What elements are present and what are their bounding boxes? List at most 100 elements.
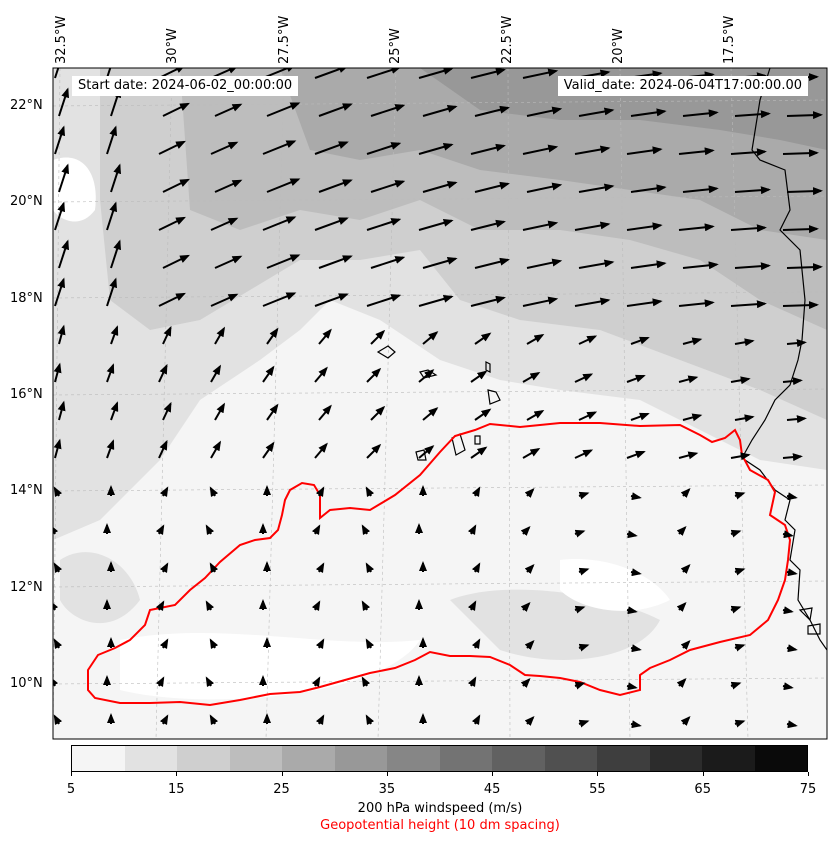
wind-arrow <box>682 185 719 194</box>
wind-arrow <box>361 524 371 536</box>
wind-arrow <box>214 179 243 193</box>
wind-arrow <box>315 562 325 574</box>
wind-arrow <box>474 105 510 117</box>
wind-arrow <box>474 257 510 269</box>
wind-arrow <box>574 221 611 231</box>
wind-arrow <box>210 293 239 307</box>
wind-arrow <box>730 605 742 614</box>
wind-arrow <box>470 295 506 307</box>
wind-arrow <box>422 104 458 117</box>
wind-arrow <box>370 256 406 269</box>
wind-arrow <box>682 109 719 118</box>
geopotential-contour <box>87 422 792 707</box>
wind-arrow <box>471 486 481 498</box>
wind-arrow <box>782 530 794 539</box>
colorbar-sublabel: Geopotential height (10 dm spacing) <box>320 818 560 833</box>
wind-arrow <box>526 258 563 269</box>
wind-arrow <box>782 149 819 158</box>
wind-arrow <box>106 439 115 459</box>
lat-label: 12°N <box>10 580 43 595</box>
wind-arrow <box>205 676 215 688</box>
wind-arrow <box>730 681 742 690</box>
wind-arrow <box>159 638 169 650</box>
wind-arrow <box>626 530 638 539</box>
wind-arrow <box>574 145 611 155</box>
wind-arrow <box>365 486 375 498</box>
colorbar-segment <box>282 746 335 771</box>
wind-arrow <box>315 638 325 650</box>
wind-arrow <box>311 676 321 688</box>
wind-arrow <box>158 363 168 383</box>
wind-arrow <box>786 720 798 729</box>
wind-arrow <box>266 102 301 117</box>
wind-arrow <box>734 262 771 271</box>
wind-arrow <box>471 638 481 650</box>
wind-arrow <box>53 362 62 383</box>
wind-arrow <box>318 255 353 269</box>
wind-arrow <box>680 640 691 651</box>
colorbar-label: 200 hPa windspeed (m/s) <box>357 801 523 816</box>
wind-arrow <box>574 681 586 690</box>
wind-arrow <box>730 452 751 461</box>
lon-label: 17.5°W <box>722 15 737 64</box>
wind-arrow <box>626 374 646 383</box>
wind-arrow <box>162 102 190 117</box>
wind-arrow <box>471 562 481 574</box>
lat-label: 18°N <box>10 291 43 306</box>
wind-arrow <box>578 411 598 421</box>
wind-arrow <box>110 163 121 193</box>
wind-arrow <box>678 451 699 460</box>
wind-arrow <box>54 201 65 231</box>
colorbar-segment <box>334 746 387 771</box>
colorbar-tick-mark <box>176 772 178 776</box>
wind-arrow <box>630 336 650 345</box>
wind-arrow <box>630 644 642 653</box>
wind-arrow <box>782 377 803 386</box>
coastline <box>376 68 827 651</box>
colorbar-segment <box>492 746 545 771</box>
wind-arrow <box>314 141 349 155</box>
map-frame <box>52 67 828 740</box>
wind-arrow <box>730 300 767 309</box>
wind-arrow <box>158 140 186 155</box>
wind-arrow <box>470 143 506 155</box>
wind-arrow <box>630 184 667 193</box>
wind-arrow <box>262 68 297 79</box>
wind-arrow <box>678 299 715 308</box>
wind-arrow <box>366 367 382 383</box>
wind-arrow <box>467 600 477 612</box>
wind-arrow <box>574 605 586 614</box>
wind-arrow <box>365 638 375 650</box>
wind-arrow <box>365 714 375 726</box>
wind-arrow <box>734 567 746 576</box>
wind-arrow <box>626 298 663 307</box>
wind-arrow <box>205 600 215 612</box>
wind-arrow <box>682 337 703 346</box>
wind-arrow <box>58 163 69 193</box>
wind-arrow <box>520 678 531 689</box>
wind-arrow <box>522 144 559 155</box>
wind-arrow <box>110 325 119 345</box>
wind-arrow <box>318 328 332 345</box>
wind-arrow <box>786 568 798 577</box>
valid-date-label: Valid_date: 2024-06-04T17:00:00.00 <box>557 76 808 96</box>
colorbar-segment <box>72 746 125 771</box>
wind-arrow <box>159 486 169 498</box>
wind-arrow <box>53 524 59 536</box>
wind-arrow <box>680 716 691 727</box>
wind-arrow <box>734 491 746 500</box>
wind-arrow <box>214 103 243 117</box>
wind-arrow <box>470 68 506 79</box>
wind-arrow <box>314 442 328 459</box>
wind-arrow <box>315 714 325 726</box>
wind-arrow <box>630 412 650 421</box>
wind-arrow <box>370 405 386 421</box>
wind-arrow <box>318 179 353 193</box>
lon-label: 22.5°W <box>500 15 515 64</box>
wind-arrow <box>578 491 590 500</box>
colorbar-segment <box>229 746 282 771</box>
wind-arrow <box>676 678 687 689</box>
wind-arrow <box>361 600 371 612</box>
wind-arrow <box>734 110 771 119</box>
wind-arrow <box>318 103 353 117</box>
